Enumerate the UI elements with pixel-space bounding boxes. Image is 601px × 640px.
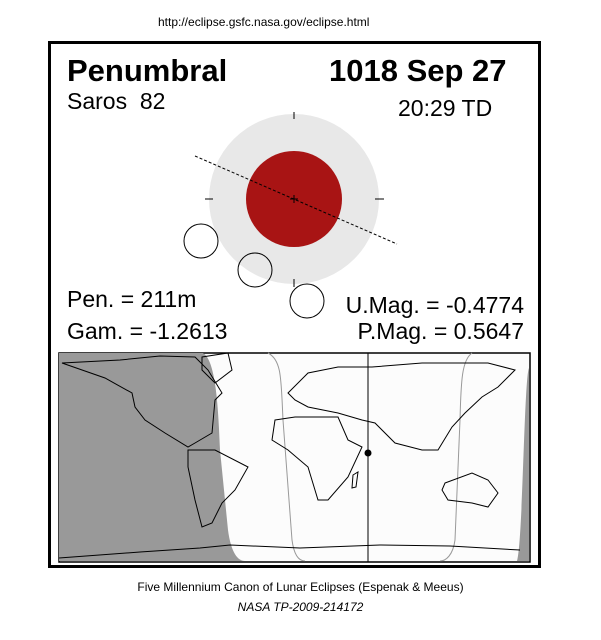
penumbral-duration: Pen. = 211m bbox=[67, 286, 197, 312]
gamma-value: Gam. = -1.2613 bbox=[67, 318, 228, 344]
eclipse-time: 20:29 TD bbox=[398, 95, 493, 121]
eclipse-date: 1018 Sep 27 bbox=[329, 53, 507, 88]
canon-title: Five Millennium Canon of Lunar Eclipses … bbox=[137, 580, 464, 594]
eclipse-type: Penumbral bbox=[67, 53, 228, 88]
eclipse-frame bbox=[48, 41, 541, 568]
umbral-magnitude: U.Mag. = -0.4774 bbox=[345, 292, 524, 318]
saros-number: Saros 82 bbox=[67, 88, 166, 114]
source-url[interactable]: http://eclipse.gsfc.nasa.gov/eclipse.htm… bbox=[158, 15, 370, 29]
publication-id: NASA TP-2009-214172 bbox=[237, 600, 364, 614]
penumbral-magnitude: P.Mag. = 0.5647 bbox=[357, 318, 524, 344]
